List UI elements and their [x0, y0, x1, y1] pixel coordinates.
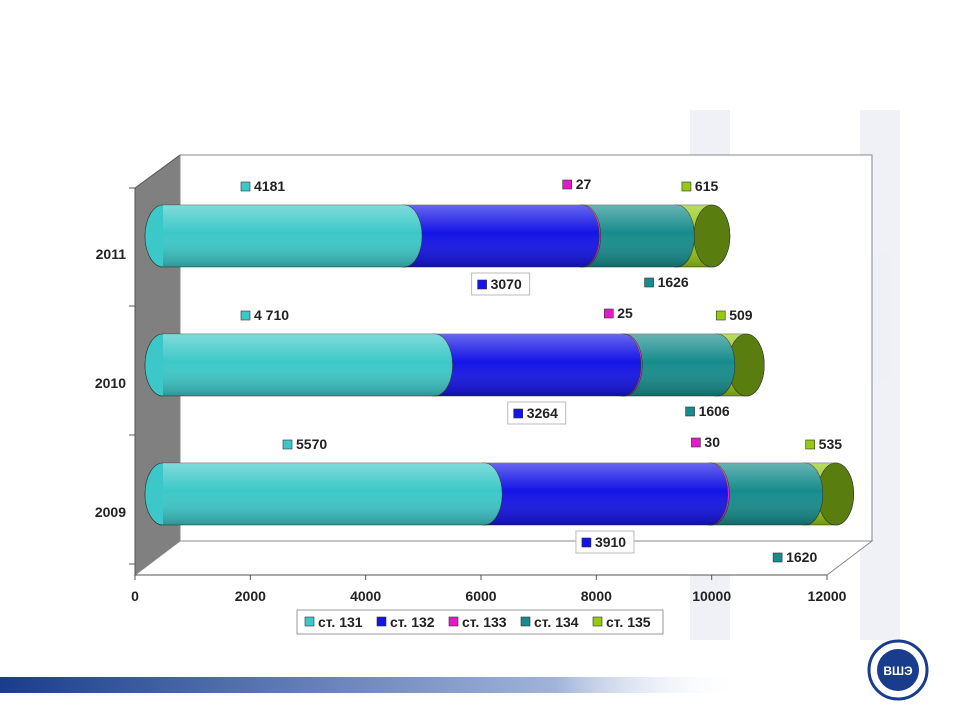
x-tick-label: 10000 [692, 588, 731, 604]
bar-segment-shade [416, 334, 641, 396]
y-tick-label: 2009 [95, 504, 126, 520]
bar-start-cap [144, 204, 164, 268]
x-tick-label: 12000 [808, 588, 847, 604]
x-tick-label: 4000 [350, 588, 381, 604]
data-label: 1626 [658, 274, 689, 290]
legend-marker [520, 616, 531, 627]
bottom-stripe [0, 677, 740, 693]
data-label-box [507, 401, 567, 425]
data-label-marker [477, 279, 487, 290]
y-tick-label: 2011 [96, 246, 127, 262]
data-label-marker [240, 181, 251, 192]
y-tick-label: 2010 [95, 375, 126, 391]
data-label-box [471, 272, 531, 296]
data-label-marker [772, 552, 783, 563]
data-label: 535 [819, 436, 843, 452]
data-label-marker [603, 308, 614, 319]
legend-marker [376, 616, 387, 627]
data-label-marker [715, 310, 726, 321]
data-label: 3910 [595, 534, 626, 550]
legend-label: ст. 135 [606, 614, 651, 630]
data-label-marker [581, 537, 592, 548]
data-label: 5570 [296, 436, 327, 452]
data-label-box [575, 530, 635, 554]
data-label-marker [644, 277, 654, 288]
legend-label: ст. 133 [462, 614, 507, 630]
data-label: 3264 [527, 405, 558, 421]
bar-start-cap [144, 462, 164, 526]
x-tick-label: 8000 [581, 588, 612, 604]
bar-segment-shade [145, 463, 503, 525]
legend-label: ст. 132 [390, 614, 435, 630]
legend: ст. 131 ст. 132 ст. 133 ст. 134 ст. 135 [296, 609, 664, 635]
data-label-marker [805, 439, 815, 450]
bars [144, 204, 854, 526]
bar-segment-shade [466, 463, 728, 525]
data-label-marker [691, 437, 701, 448]
legend-label: ст. 131 [318, 614, 363, 630]
data-label: 1606 [699, 403, 730, 419]
legend-box [296, 609, 664, 635]
data-label: 25 [617, 305, 633, 321]
x-tick-label: 2000 [235, 588, 266, 604]
bar-segment-shade [145, 205, 423, 267]
data-label-marker [282, 439, 293, 450]
data-label: 4181 [254, 178, 285, 194]
x-tick-label: 6000 [465, 588, 496, 604]
data-label-marker [562, 179, 572, 190]
data-labels: 5570 3910 30 1620 535 4 710 3264 25 1606 509 4181 3… [240, 176, 843, 565]
data-label: 1620 [786, 549, 817, 565]
data-label: 30 [704, 434, 720, 450]
data-label: 27 [576, 176, 592, 192]
data-label-marker [685, 406, 695, 417]
data-label-marker [513, 408, 524, 419]
bar-segment-shade [145, 334, 453, 396]
legend-marker [448, 616, 459, 627]
bar-segment-shade [386, 205, 600, 267]
logo-text: ВШЭ [883, 664, 913, 678]
data-label-marker [240, 310, 251, 321]
x-tick-label: 0 [131, 588, 139, 604]
legend-marker [304, 616, 315, 627]
data-label: 4 710 [254, 307, 289, 323]
data-label: 615 [695, 178, 719, 194]
bar-start-cap [144, 333, 164, 397]
hse-logo: ВШЭ [867, 639, 929, 701]
data-label: 509 [729, 307, 753, 323]
legend-marker [592, 616, 603, 627]
floor [133, 540, 874, 576]
bar-end-cap [693, 204, 731, 268]
data-label: 3070 [491, 276, 522, 292]
axis-ticks: 0 2000 4000 6000 8000 10000 12000 2009 2010 2011 [95, 187, 847, 604]
data-label-marker [681, 181, 692, 192]
legend-label: ст. 134 [534, 614, 579, 630]
